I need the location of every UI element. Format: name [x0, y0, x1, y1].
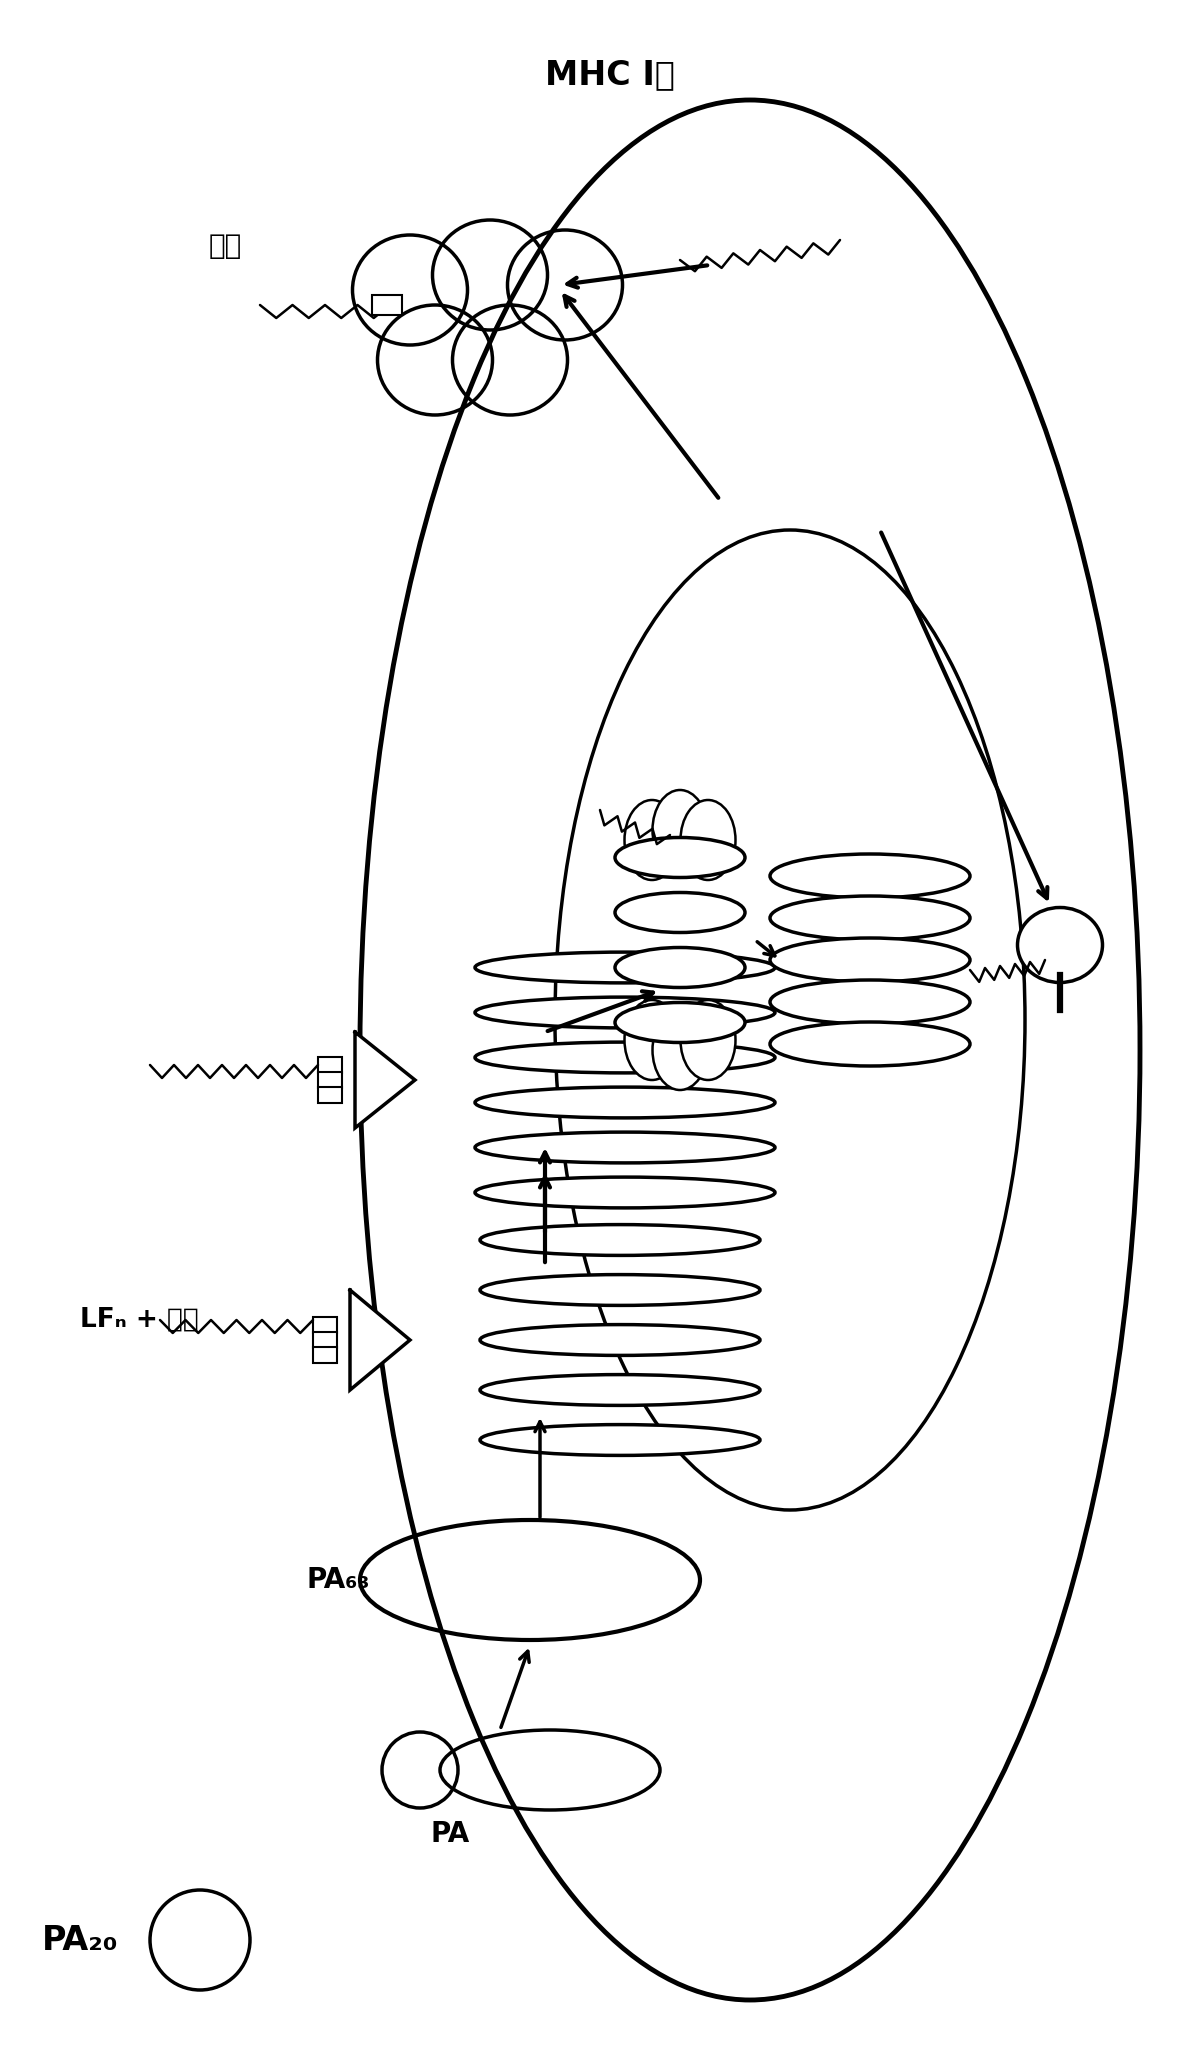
Ellipse shape [614, 947, 745, 988]
Ellipse shape [614, 838, 745, 877]
Ellipse shape [624, 799, 680, 879]
Text: LFₙ + 表位: LFₙ + 表位 [81, 1307, 199, 1334]
Bar [318, 1072, 342, 1088]
Ellipse shape [480, 1274, 760, 1305]
Ellipse shape [614, 893, 745, 932]
Text: MHC I类: MHC I类 [545, 59, 675, 92]
Ellipse shape [770, 1022, 970, 1065]
Ellipse shape [475, 953, 776, 984]
Bar [318, 1057, 342, 1074]
Ellipse shape [475, 1133, 776, 1164]
Ellipse shape [770, 895, 970, 940]
Polygon shape [355, 1033, 416, 1129]
Ellipse shape [480, 1324, 760, 1354]
Ellipse shape [480, 1424, 760, 1455]
Bar [313, 1318, 337, 1334]
Ellipse shape [770, 979, 970, 1024]
Ellipse shape [475, 998, 776, 1029]
Ellipse shape [475, 1088, 776, 1119]
Ellipse shape [624, 1000, 680, 1080]
Bar [313, 1332, 337, 1348]
Bar [372, 295, 403, 316]
Text: PA: PA [430, 1820, 470, 1848]
Bar [313, 1346, 337, 1363]
Ellipse shape [480, 1225, 760, 1256]
Ellipse shape [475, 1176, 776, 1209]
Ellipse shape [475, 1043, 776, 1074]
Ellipse shape [614, 1002, 745, 1043]
Bar [318, 1088, 342, 1102]
Ellipse shape [480, 1375, 760, 1406]
Ellipse shape [681, 1000, 735, 1080]
Ellipse shape [652, 1010, 708, 1090]
Ellipse shape [770, 938, 970, 981]
Polygon shape [350, 1291, 410, 1389]
Ellipse shape [681, 799, 735, 879]
Text: PA₆₃: PA₆₃ [307, 1565, 371, 1594]
Ellipse shape [770, 854, 970, 897]
Ellipse shape [1017, 908, 1102, 984]
Text: PA₂₀: PA₂₀ [41, 1924, 118, 1957]
Ellipse shape [652, 791, 708, 871]
Text: 表位: 表位 [208, 232, 242, 260]
